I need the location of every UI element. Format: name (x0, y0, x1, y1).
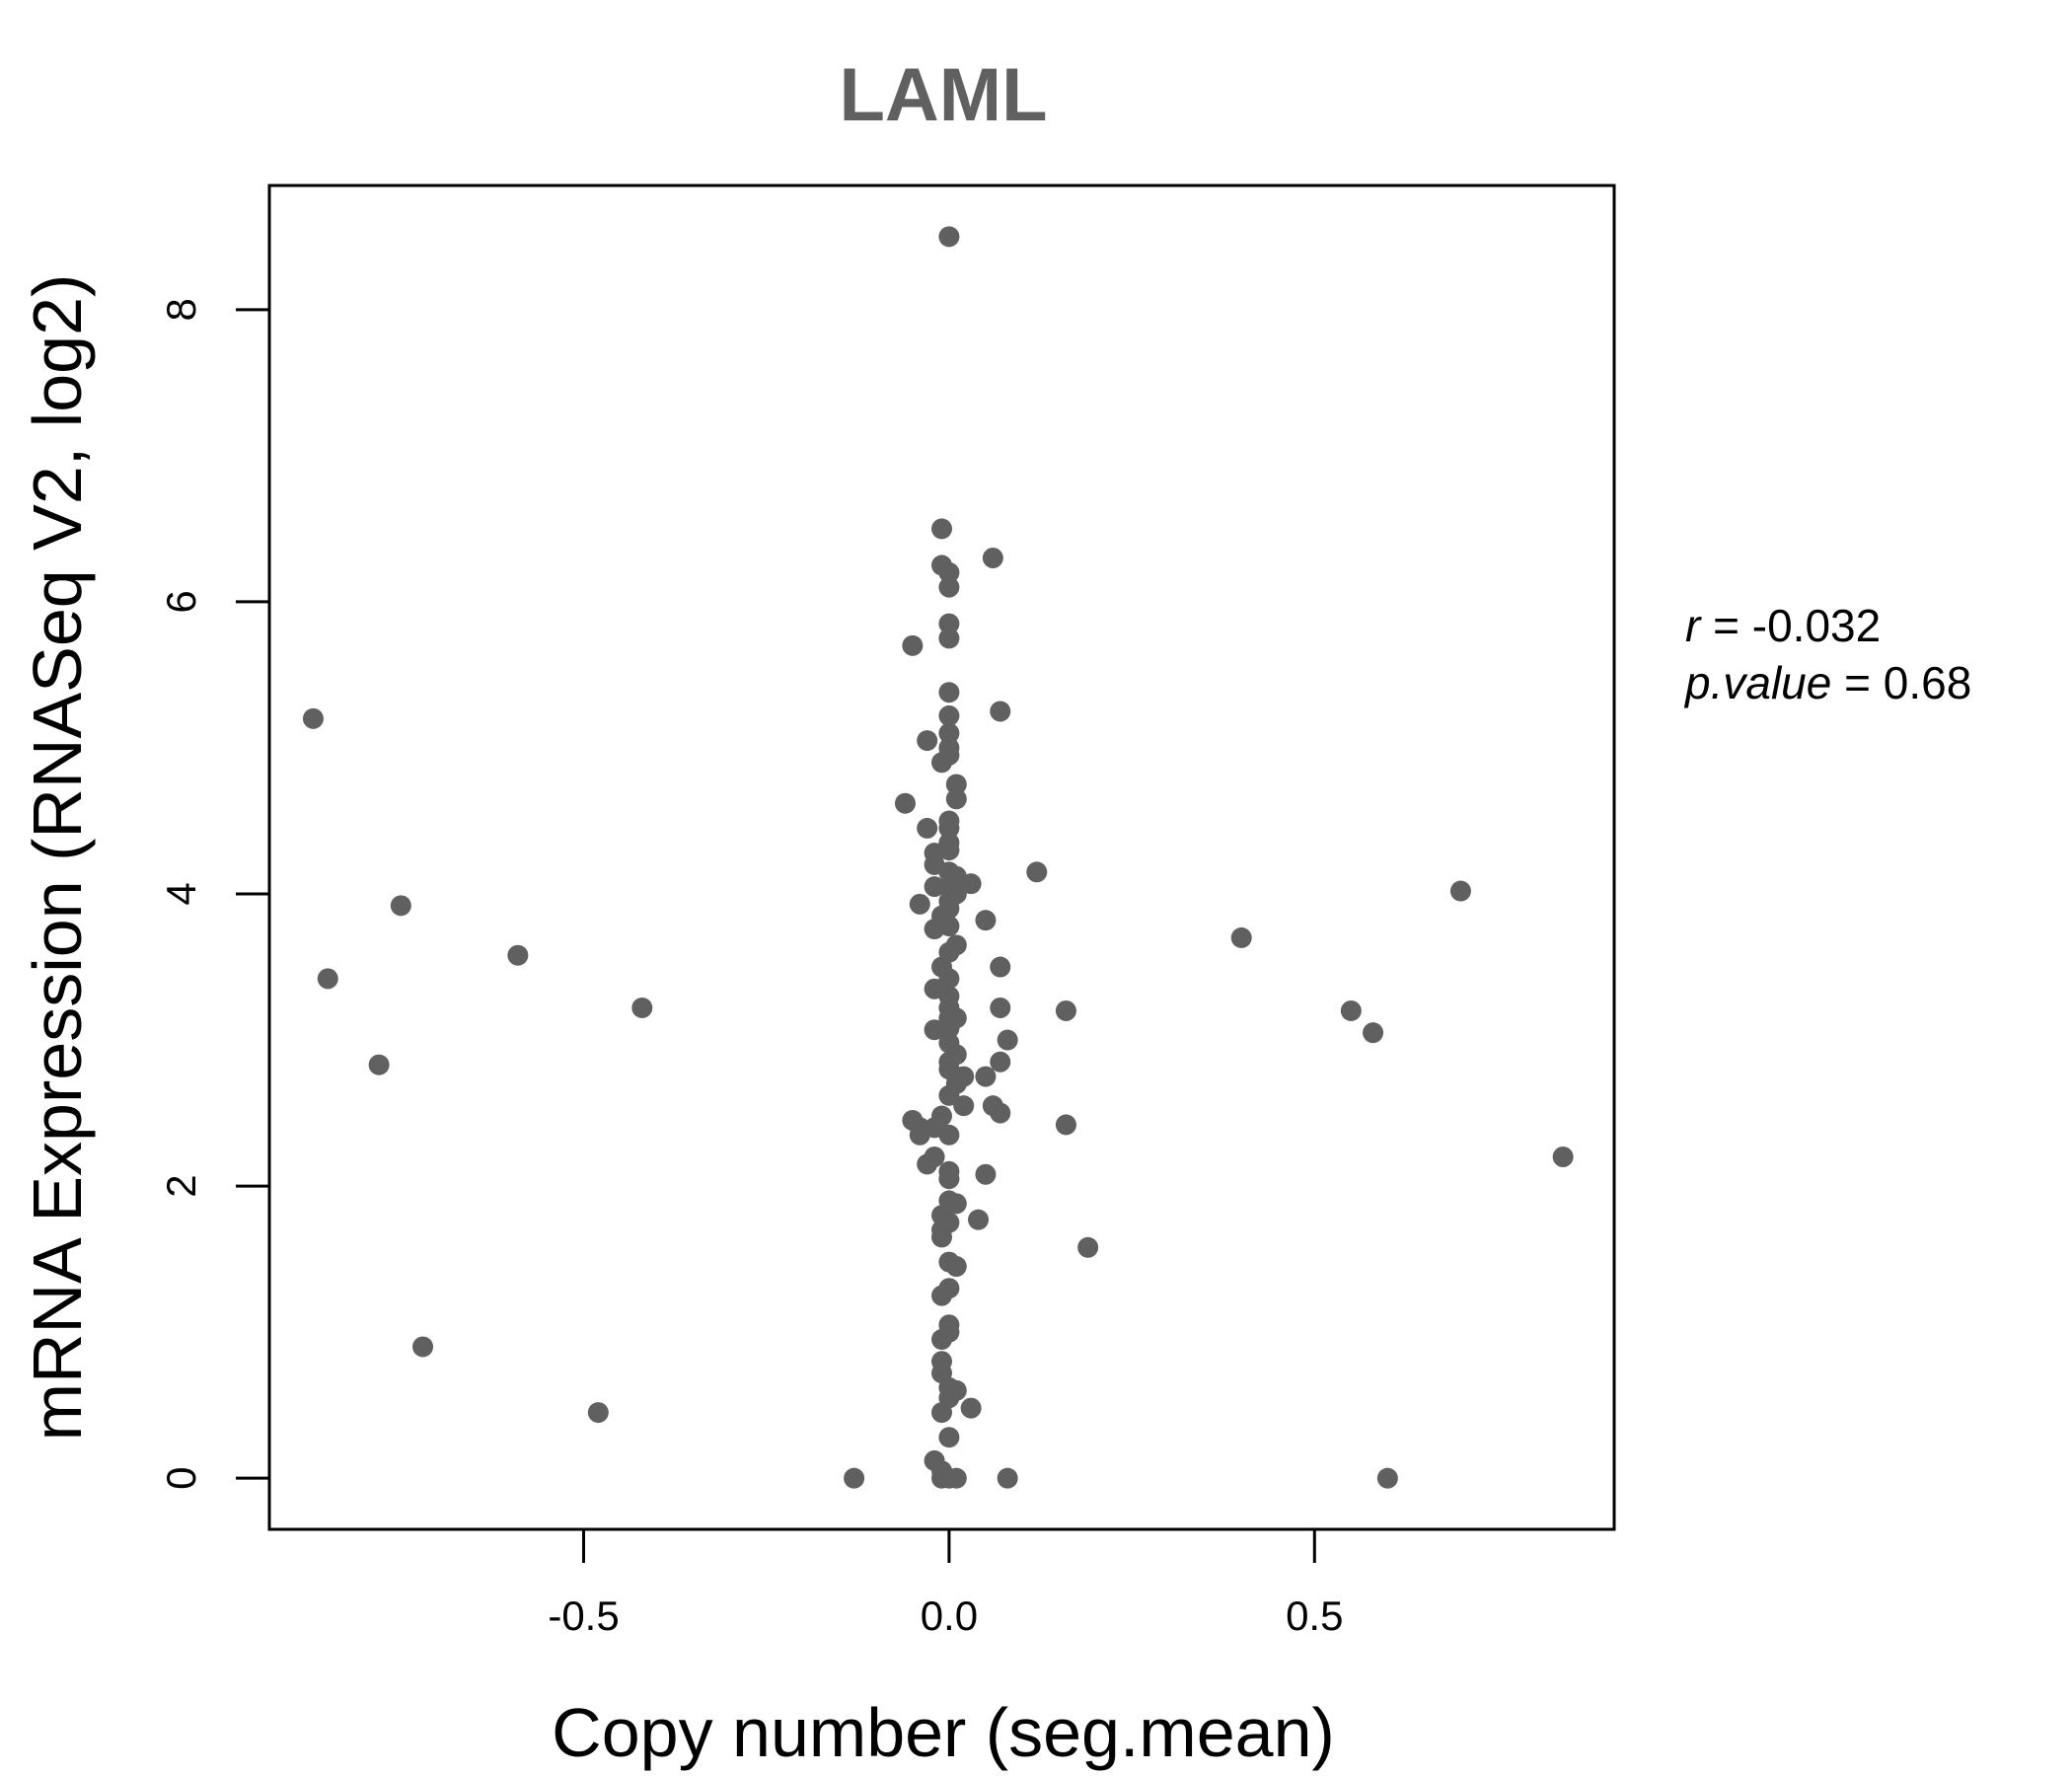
y-tick-label: 4 (158, 882, 204, 905)
data-point (945, 1256, 967, 1278)
data-point (317, 968, 338, 990)
y-axis: 0 2 4 6 8 (158, 298, 269, 1490)
plot-frame (267, 184, 1616, 1531)
data-point (990, 701, 1011, 722)
y-tick-label: 8 (158, 298, 204, 321)
p-label: p.value (1683, 657, 1831, 708)
r-equals: = (1713, 600, 1752, 651)
data-point (931, 1329, 952, 1351)
data-point (938, 722, 960, 744)
data-point (938, 226, 960, 248)
y-tick-label: 2 (158, 1174, 204, 1197)
data-point (1230, 926, 1252, 948)
data-points (302, 226, 1574, 1489)
y-tick-label: 0 (158, 1467, 204, 1490)
data-point (938, 561, 960, 583)
data-point (917, 730, 938, 752)
x-tick-label: 0.0 (921, 1592, 978, 1639)
data-point (960, 1397, 982, 1419)
data-point (990, 997, 1011, 1018)
x-tick-label: -0.5 (548, 1592, 619, 1639)
data-point (302, 707, 324, 729)
data-point (945, 788, 967, 810)
y-tick-label: 6 (158, 590, 204, 613)
data-point (917, 817, 938, 839)
data-point (1055, 999, 1076, 1021)
x-tick-label: 0.5 (1286, 1592, 1343, 1639)
chart-title: LAML (839, 53, 1047, 137)
data-point (909, 893, 930, 915)
x-axis-title: Copy number (seg.mean) (552, 1694, 1335, 1771)
data-point (945, 774, 967, 795)
data-point (924, 919, 945, 940)
data-point (1077, 1236, 1099, 1258)
data-point (931, 518, 952, 540)
data-point (894, 792, 916, 814)
data-point (938, 1168, 960, 1190)
data-point (924, 876, 945, 898)
data-point (1340, 999, 1362, 1021)
correlation-r: r = -0.032 (1685, 600, 1881, 651)
data-point (507, 944, 529, 966)
data-point (1552, 1146, 1574, 1167)
data-point (931, 752, 952, 774)
correlation-p-value: p.value = 0.68 (1683, 657, 1971, 708)
data-point (975, 1066, 997, 1087)
data-point (975, 1163, 997, 1185)
data-point (968, 1209, 990, 1230)
data-point (931, 1285, 952, 1306)
p-value: 0.68 (1884, 657, 1972, 708)
data-point (368, 1054, 390, 1075)
data-point (938, 682, 960, 703)
data-point (924, 1019, 945, 1041)
data-point (1376, 1467, 1398, 1489)
data-point (931, 1402, 952, 1424)
data-point (587, 1402, 609, 1424)
y-axis-title: mRNA Expression (RNASeq V2, log2) (19, 274, 96, 1442)
data-point (931, 1226, 952, 1248)
data-point (1026, 861, 1048, 883)
data-point (945, 1467, 967, 1489)
data-point (990, 956, 1011, 978)
p-equals: = (1844, 657, 1884, 708)
data-point (938, 613, 960, 634)
data-point (982, 548, 1003, 569)
data-point (938, 1084, 960, 1106)
data-point (1055, 1114, 1076, 1136)
data-point (938, 968, 960, 990)
data-point (1449, 880, 1471, 902)
data-point (938, 1124, 960, 1146)
data-point (1363, 1022, 1384, 1044)
data-point (975, 910, 997, 931)
data-point (412, 1336, 434, 1358)
x-axis: -0.5 0.0 0.5 (548, 1529, 1343, 1639)
data-point (390, 895, 411, 917)
data-point (844, 1467, 865, 1489)
data-point (902, 634, 924, 656)
data-point (931, 1467, 952, 1489)
data-point (997, 1467, 1018, 1489)
r-value: -0.032 (1752, 600, 1881, 651)
data-point (945, 1193, 967, 1215)
data-point (953, 1095, 975, 1117)
data-point (938, 628, 960, 649)
r-label: r (1685, 600, 1702, 651)
data-point (938, 576, 960, 598)
data-point (938, 704, 960, 726)
data-point (909, 1124, 930, 1146)
data-point (990, 1051, 1011, 1073)
data-point (990, 1102, 1011, 1124)
data-point (997, 1029, 1018, 1051)
data-point (938, 1427, 960, 1448)
data-point (938, 817, 960, 839)
data-point (917, 1153, 938, 1175)
data-point (631, 997, 653, 1018)
data-point (960, 873, 982, 895)
